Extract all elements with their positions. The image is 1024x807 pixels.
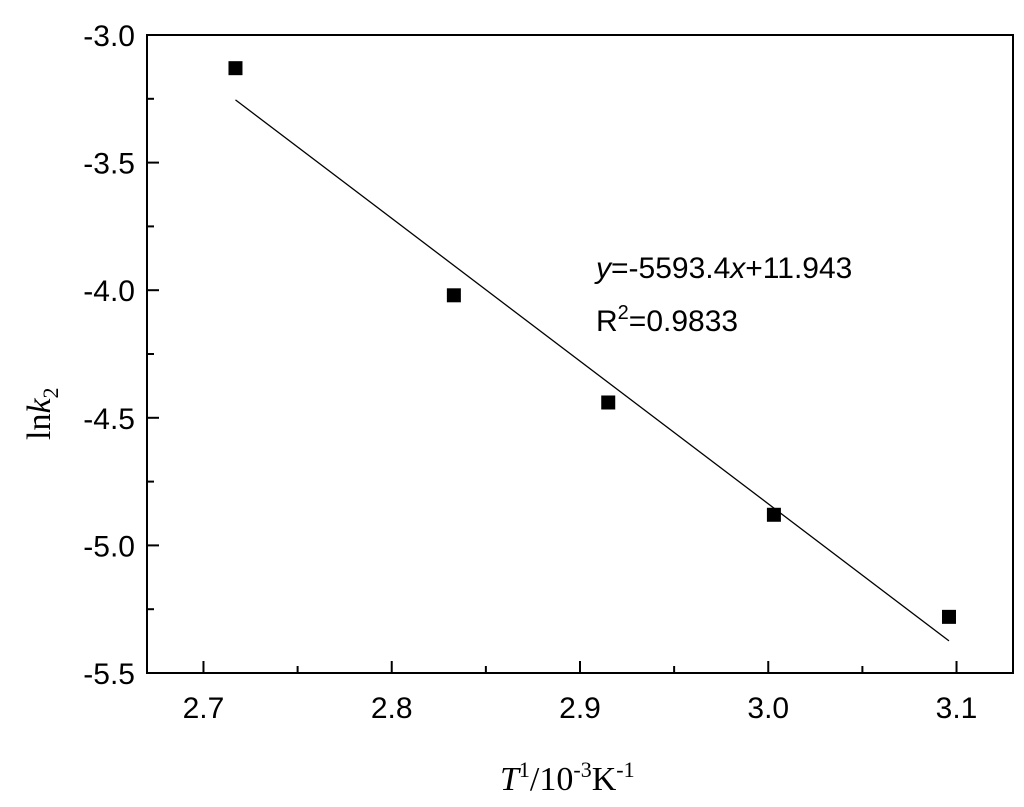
data-point [446, 288, 461, 303]
x-tick-label: 2.8 [371, 692, 413, 725]
y-tick-label: -3.0 [83, 20, 135, 53]
data-points [228, 61, 956, 624]
r-squared-annotation: R2=0.9833 [596, 302, 738, 338]
data-point [766, 507, 781, 522]
equation-annotation: y=-5593.4x+11.943 [594, 252, 852, 285]
y-axis-title: lnk2 [21, 387, 63, 440]
y-tick-label: -5.0 [83, 530, 135, 563]
x-tick-label: 3.1 [936, 692, 978, 725]
data-point [941, 609, 956, 624]
y-axis-ticks: -3.0 -3.5 -4.0 -4.5 -5.0 -5.5 [83, 20, 159, 691]
y-tick-label: -5.5 [83, 658, 135, 691]
x-tick-label: 2.7 [183, 692, 225, 725]
x-axis-title: T1/10-3K-1 [500, 757, 635, 798]
y-tick-label: -3.5 [83, 148, 135, 181]
x-axis-ticks: 2.7 2.8 2.9 3.0 3.1 [183, 661, 978, 725]
data-point [228, 61, 243, 76]
fit-line [235, 99, 950, 642]
x-tick-label: 3.0 [747, 692, 789, 725]
x-tick-label: 2.9 [559, 692, 601, 725]
data-point [601, 395, 616, 410]
y-tick-label: -4.0 [83, 275, 135, 308]
y-tick-label: -4.5 [83, 403, 135, 436]
